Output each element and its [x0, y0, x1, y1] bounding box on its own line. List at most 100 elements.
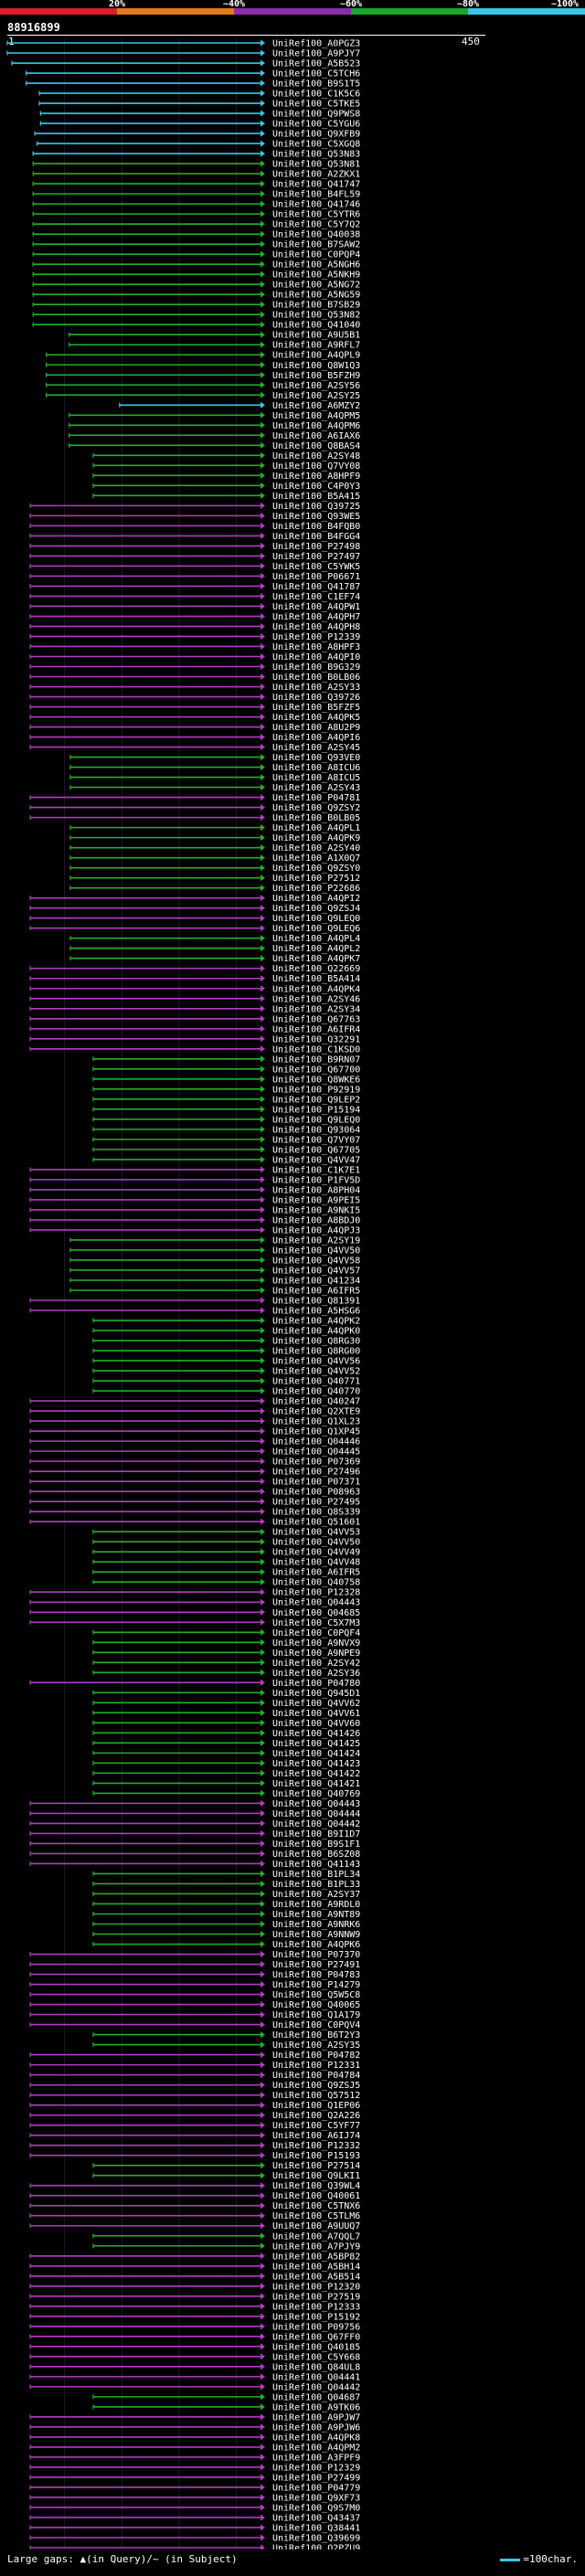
hit-label: UniRef100_A5B514 — [272, 2272, 360, 2282]
hit-label: UniRef100_Q41426 — [272, 1729, 360, 1739]
hit-end-arrow — [261, 1598, 265, 1606]
hit-label: UniRef100_P12331 — [272, 2061, 360, 2071]
hit-label: UniRef100_A4QPK9 — [272, 833, 360, 843]
hit-end-arrow — [261, 1216, 265, 1224]
hit-label: UniRef100_B9I1D7 — [272, 1829, 360, 1839]
hit-end-arrow — [261, 2333, 265, 2340]
hit-label: UniRef100_Q41422 — [272, 1769, 360, 1779]
hit-end-arrow — [261, 1196, 265, 1203]
hit-end-arrow — [261, 472, 265, 479]
hit-label: UniRef100_A8BDJ0 — [272, 1215, 360, 1225]
hit-label: UniRef100_A5BP82 — [272, 2252, 360, 2262]
hit-end-arrow — [261, 1981, 265, 1988]
hit-label: UniRef100_Q9S7M0 — [272, 2503, 360, 2513]
hit-end-arrow — [261, 69, 265, 77]
hit-label: UniRef100_C5X7M3 — [272, 1618, 360, 1628]
hit-end-arrow — [261, 512, 265, 519]
hit-end-arrow — [261, 1880, 265, 1887]
hit-end-arrow — [261, 2484, 265, 2491]
hit-end-arrow — [261, 1679, 265, 1686]
hit-label: UniRef100_Q32291 — [272, 1034, 360, 1044]
hit-label: UniRef100_B1PL34 — [272, 1870, 360, 1880]
query-id: 88916899 — [7, 21, 60, 34]
hit-label: UniRef100_P07369 — [272, 1458, 360, 1468]
hit-end-arrow — [261, 2383, 265, 2390]
hit-label: UniRef100_Q67705 — [272, 1145, 360, 1155]
hit-label: UniRef100_A9NRK6 — [272, 1920, 360, 1930]
hit-label: UniRef100_Q22669 — [272, 964, 360, 974]
hit-end-arrow — [261, 80, 265, 87]
hit-label: UniRef100_C5YF77 — [272, 2121, 360, 2131]
hit-label: UniRef100_A2SY56 — [272, 381, 360, 391]
hit-end-arrow — [261, 1136, 265, 1143]
hit-end-arrow — [261, 1116, 265, 1123]
ruler-start-label: 1 — [8, 36, 15, 48]
color-bar-label-1: 20% — [108, 0, 126, 9]
hit-end-arrow — [261, 2222, 265, 2230]
hit-end-arrow — [261, 230, 265, 238]
hit-label: UniRef100_A4QPI2 — [272, 894, 360, 904]
hit-label: UniRef100_Q1EP06 — [272, 2101, 360, 2111]
hit-label: UniRef100_A9NPE9 — [272, 1648, 360, 1659]
hit-label: UniRef100_A4QPL9 — [272, 351, 360, 361]
hit-end-arrow — [261, 774, 265, 781]
hit-end-arrow — [261, 1176, 265, 1183]
hit-label: UniRef100_C1KSD0 — [272, 1044, 360, 1055]
hit-end-arrow — [261, 2132, 265, 2139]
hit-label: UniRef100_Q04441 — [272, 2372, 360, 2382]
hit-label: UniRef100_Q4VV50 — [272, 1246, 360, 1256]
hit-label: UniRef100_A3FPF9 — [272, 2453, 360, 2463]
hit-label: UniRef100_A7PJY9 — [272, 2242, 360, 2252]
color-bar-segment-2 — [117, 8, 234, 15]
hit-end-arrow — [261, 925, 265, 932]
hit-label: UniRef100_A9TK06 — [272, 2402, 360, 2412]
hit-end-arrow — [261, 2212, 265, 2220]
hit-label: UniRef100_A2SY36 — [272, 1669, 360, 1679]
hit-end-arrow — [261, 1659, 265, 1666]
hit-label: UniRef100_Q40771 — [272, 1377, 360, 1387]
hit-label: UniRef100_A2SY35 — [272, 2041, 360, 2051]
hit-label: UniRef100_P27495 — [272, 1498, 360, 1508]
hit-end-arrow — [261, 1226, 265, 1234]
hit-end-arrow — [261, 2293, 265, 2300]
hit-label: UniRef100_Q4VV53 — [272, 1528, 360, 1538]
hit-end-arrow — [261, 2051, 265, 2059]
hit-label: UniRef100_B7SB29 — [272, 301, 360, 311]
hit-end-arrow — [261, 1809, 265, 1817]
hit-label: UniRef100_A2SY48 — [272, 451, 360, 461]
hit-label: UniRef100_A9NNW9 — [272, 1930, 360, 1940]
hit-end-arrow — [261, 431, 265, 439]
hit-end-arrow — [261, 1839, 265, 1847]
hit-end-arrow — [261, 1427, 265, 1435]
hit-end-arrow — [261, 1317, 265, 1324]
hit-label: UniRef100_P14279 — [272, 1980, 360, 1990]
hit-end-arrow — [261, 49, 265, 57]
hit-end-arrow — [261, 764, 265, 771]
hit-label: UniRef100_A2SY42 — [272, 1659, 360, 1669]
hit-label: UniRef100_Q4VV58 — [272, 1256, 360, 1266]
hit-end-arrow — [261, 1267, 265, 1274]
color-bar-label-3: ~60% — [339, 0, 363, 9]
hit-label: UniRef100_P04779 — [272, 2483, 360, 2493]
hit-label: UniRef100_Q4VV50 — [272, 1538, 360, 1548]
hit-label: UniRef100_Q8WKE6 — [272, 1075, 360, 1085]
hit-end-arrow — [261, 200, 265, 207]
hit-label: UniRef100_C1EF74 — [272, 592, 360, 602]
hit-end-arrow — [261, 1829, 265, 1837]
hit-label: UniRef100_Q40038 — [272, 230, 360, 240]
hit-label: UniRef100_A2SY45 — [272, 743, 360, 753]
hit-end-arrow — [261, 240, 265, 248]
hit-end-arrow — [261, 663, 265, 670]
hit-end-arrow — [261, 2172, 265, 2179]
hit-label: UniRef100_C5TLM6 — [272, 2211, 360, 2221]
hit-end-arrow — [261, 1166, 265, 1173]
hit-end-arrow — [261, 542, 265, 549]
hit-end-arrow — [261, 1387, 265, 1394]
hit-label: UniRef100_Q84UL8 — [272, 2362, 360, 2372]
hit-end-arrow — [261, 2142, 265, 2149]
hit-label: UniRef100_Q93WE5 — [272, 512, 360, 522]
hit-end-arrow — [261, 955, 265, 962]
hit-end-arrow — [261, 1357, 265, 1364]
hit-label: UniRef100_Q04442 — [272, 2382, 360, 2392]
hit-end-arrow — [261, 834, 265, 842]
